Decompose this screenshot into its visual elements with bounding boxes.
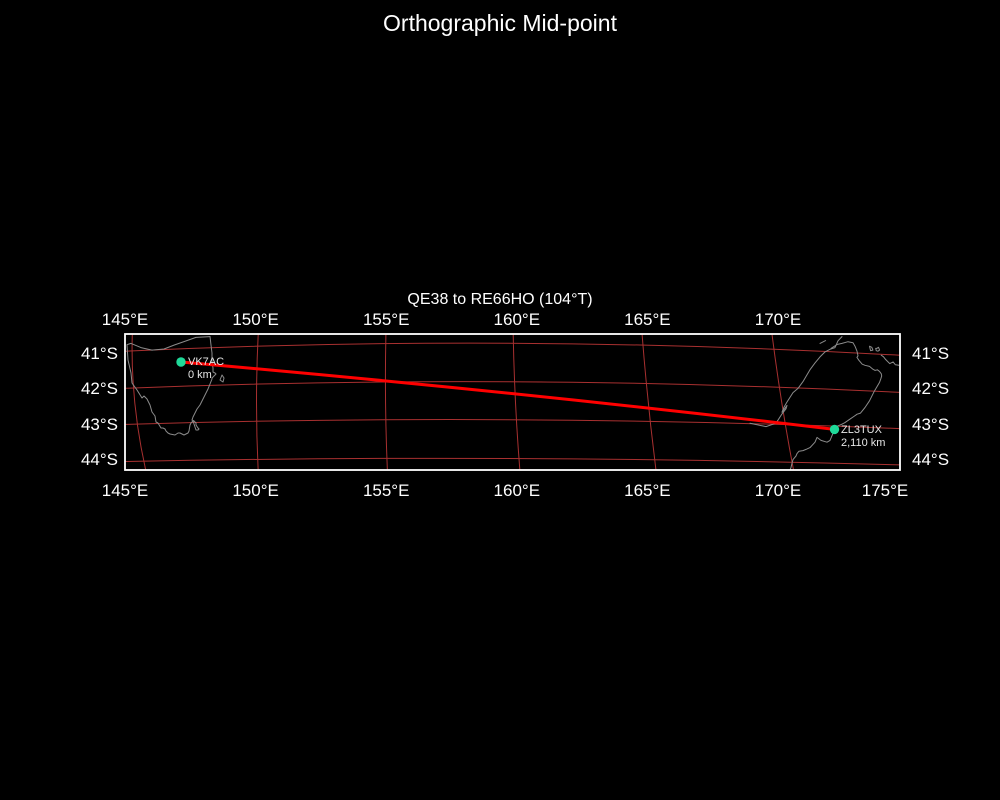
svg-text:160°E: 160°E — [494, 310, 541, 329]
svg-text:43°S: 43°S — [912, 415, 949, 434]
svg-text:175°E: 175°E — [862, 481, 909, 500]
svg-text:150°E: 150°E — [232, 310, 279, 329]
svg-text:155°E: 155°E — [363, 481, 410, 500]
svg-text:170°E: 170°E — [755, 310, 802, 329]
svg-text:ZL3TUX: ZL3TUX — [841, 424, 883, 436]
svg-text:2,110 km: 2,110 km — [841, 437, 885, 449]
svg-text:42°S: 42°S — [912, 379, 949, 398]
svg-text:0 km: 0 km — [188, 369, 212, 381]
svg-text:44°S: 44°S — [912, 450, 949, 469]
svg-text:41°S: 41°S — [81, 344, 118, 363]
svg-text:165°E: 165°E — [624, 481, 671, 500]
svg-text:170°E: 170°E — [755, 481, 802, 500]
svg-text:165°E: 165°E — [624, 310, 671, 329]
svg-text:VK7AC: VK7AC — [188, 356, 224, 368]
svg-text:150°E: 150°E — [232, 481, 279, 500]
svg-text:145°E: 145°E — [102, 310, 149, 329]
svg-text:41°S: 41°S — [912, 344, 949, 363]
svg-text:145°E: 145°E — [102, 481, 149, 500]
svg-text:43°S: 43°S — [81, 415, 118, 434]
svg-text:160°E: 160°E — [494, 481, 541, 500]
svg-text:155°E: 155°E — [363, 310, 410, 329]
svg-text:44°S: 44°S — [81, 450, 118, 469]
svg-text:42°S: 42°S — [81, 379, 118, 398]
